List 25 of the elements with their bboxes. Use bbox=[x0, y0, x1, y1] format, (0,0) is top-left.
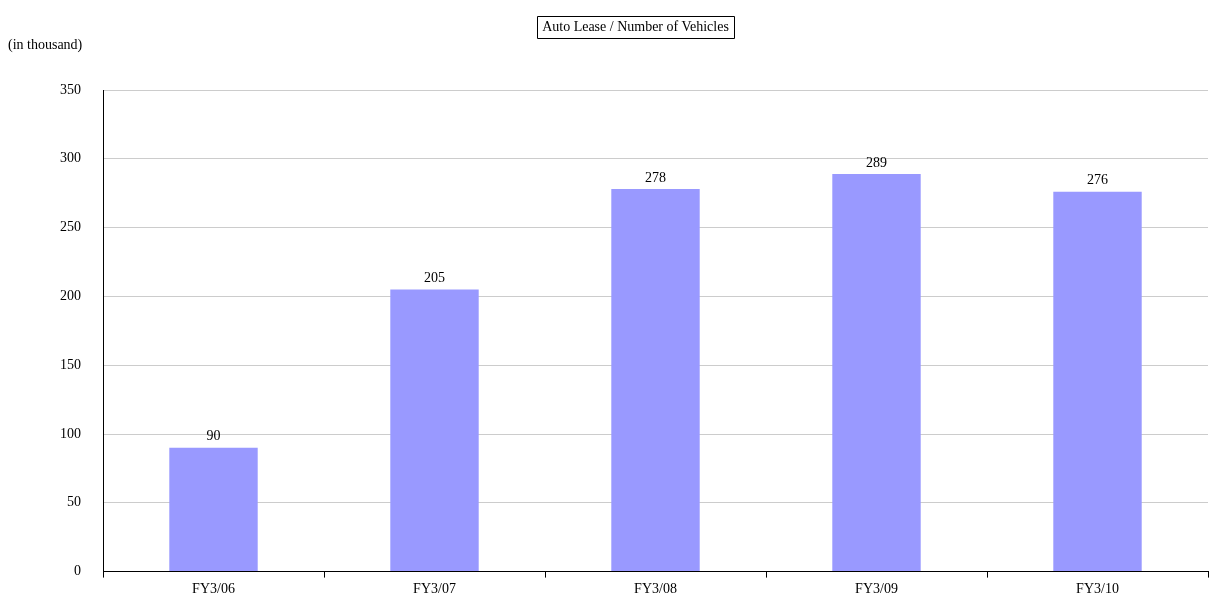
bar bbox=[611, 189, 700, 572]
x-tick-label: FY3/07 bbox=[413, 580, 456, 596]
y-tick-label: 100 bbox=[60, 425, 81, 441]
x-tick-label: FY3/09 bbox=[855, 580, 898, 596]
y-tick-label: 200 bbox=[60, 288, 81, 304]
y-tick-label: 50 bbox=[67, 494, 81, 510]
bar bbox=[832, 173, 921, 572]
chart-title: Auto Lease / Number of Vehicles bbox=[542, 18, 729, 34]
y-axis-title: (in thousand) bbox=[8, 36, 83, 53]
data-label: 289 bbox=[866, 154, 887, 170]
y-tick-label: 0 bbox=[74, 563, 81, 579]
bar bbox=[390, 289, 479, 572]
data-label: 90 bbox=[206, 428, 221, 444]
data-label: 278 bbox=[645, 169, 666, 185]
bar bbox=[1053, 191, 1142, 572]
y-tick-label: 300 bbox=[60, 150, 81, 166]
x-tick-label: FY3/06 bbox=[192, 580, 235, 596]
x-tick-label: FY3/10 bbox=[1076, 580, 1119, 596]
y-tick-label: 150 bbox=[60, 356, 81, 372]
y-tick-label: 250 bbox=[60, 219, 81, 235]
bar bbox=[169, 447, 258, 572]
data-label: 205 bbox=[424, 270, 445, 286]
data-label: 276 bbox=[1087, 172, 1108, 188]
y-tick-label: 350 bbox=[60, 81, 81, 97]
x-tick-label: FY3/08 bbox=[634, 580, 677, 596]
